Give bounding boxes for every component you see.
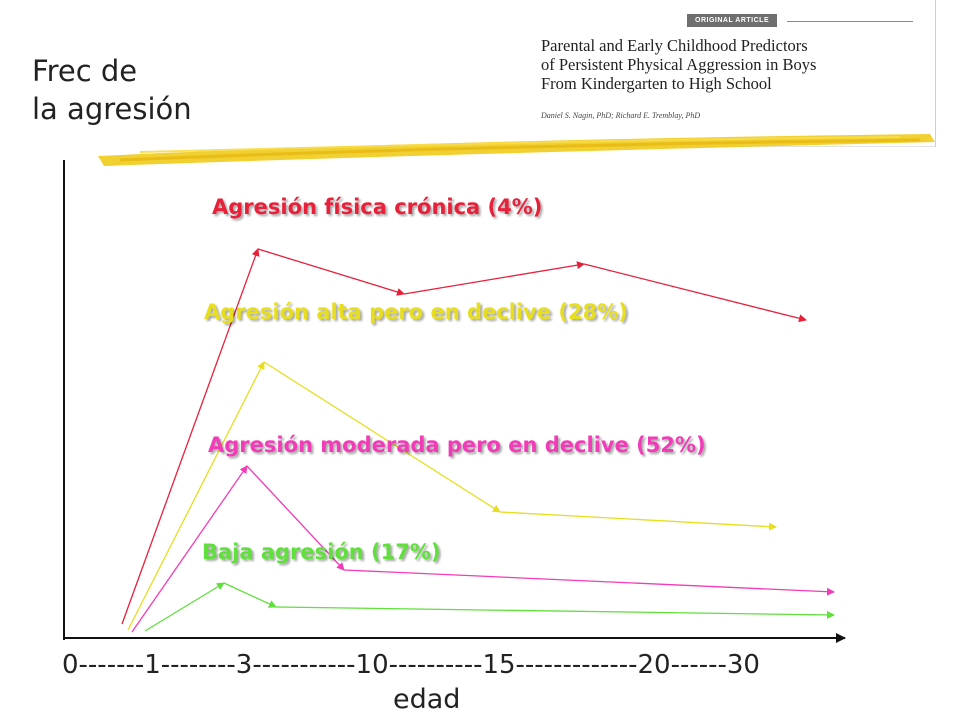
label-chronic-aggression: Agresión física crónica (4%) (212, 195, 543, 219)
x-axis-ticks: 0-------1--------3-----------10---------… (62, 650, 760, 680)
article-title-line: of Persistent Physical Aggression in Boy… (541, 55, 817, 74)
label-moderate-declining-aggression: Agresión moderada pero en declive (52%) (208, 433, 706, 457)
article-title-line: Parental and Early Childhood Predictors (541, 36, 808, 55)
trajectory-low (144, 582, 835, 632)
trajectory-high-declining (127, 361, 777, 631)
article-rule (787, 21, 913, 22)
label-high-declining-aggression: Agresión alta pero en declive (28%) (204, 300, 628, 324)
article-title-line: From Kindergarten to High School (541, 74, 772, 93)
highlighter-stroke (98, 134, 935, 166)
y-axis-label: Frec de la agresión (32, 52, 192, 128)
article-authors: Daniel S. Nagin, PhD; Richard E. Trembla… (541, 111, 701, 120)
article-title: Parental and Early Childhood Predictors … (541, 36, 816, 93)
label-low-aggression: Baja agresión (17%) (202, 540, 441, 564)
y-axis-label-line: la agresión (32, 92, 192, 126)
trajectory-chronic (121, 248, 807, 625)
article-header-image: ORIGINAL ARTICLE Parental and Early Chil… (525, 0, 936, 147)
trajectory-moderate-declining (131, 465, 835, 633)
x-axis-label: edad (393, 684, 461, 715)
article-type-tag: ORIGINAL ARTICLE (687, 14, 778, 27)
y-axis-label-line: Frec de (32, 54, 138, 88)
